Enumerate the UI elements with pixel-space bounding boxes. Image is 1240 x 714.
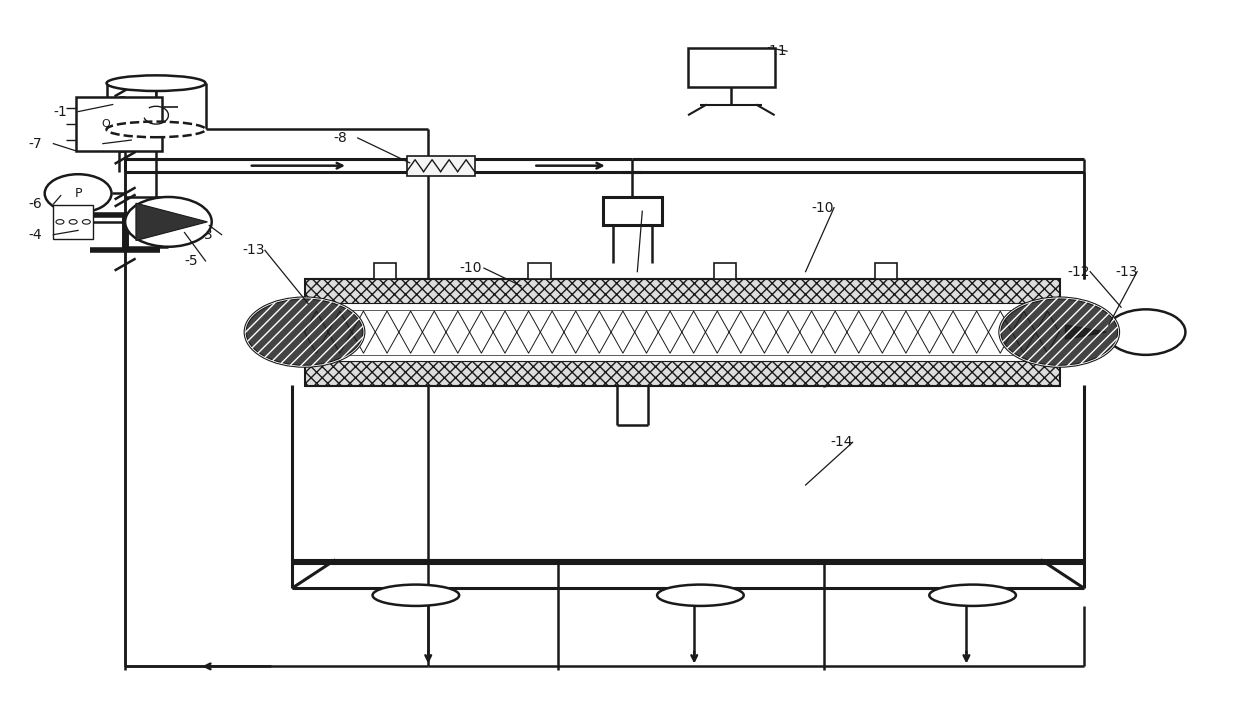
- Circle shape: [45, 174, 112, 213]
- Polygon shape: [1065, 325, 1106, 339]
- Bar: [305, 278, 1059, 386]
- Text: -1: -1: [53, 105, 67, 119]
- Ellipse shape: [929, 585, 1016, 606]
- Text: -7: -7: [29, 136, 42, 151]
- Ellipse shape: [107, 121, 206, 137]
- Text: -9: -9: [620, 204, 634, 218]
- Bar: [407, 156, 475, 176]
- Circle shape: [246, 298, 363, 366]
- Circle shape: [999, 298, 1118, 366]
- Bar: [528, 263, 551, 278]
- Circle shape: [56, 220, 64, 224]
- Text: P: P: [74, 187, 82, 200]
- Polygon shape: [136, 203, 207, 241]
- Text: Q: Q: [102, 119, 110, 129]
- Text: -13: -13: [243, 243, 265, 257]
- Bar: [305, 361, 1059, 386]
- Bar: [714, 263, 737, 278]
- Text: -13: -13: [1115, 265, 1137, 278]
- Circle shape: [82, 220, 91, 224]
- Text: -4: -4: [29, 228, 42, 241]
- Text: -11: -11: [765, 44, 787, 58]
- Text: -8: -8: [334, 131, 347, 145]
- Text: -14: -14: [831, 436, 853, 449]
- Circle shape: [1106, 309, 1185, 355]
- Ellipse shape: [107, 76, 206, 91]
- Ellipse shape: [372, 585, 459, 606]
- Text: -10: -10: [812, 201, 835, 215]
- Bar: [305, 278, 1059, 303]
- Bar: [305, 310, 1059, 355]
- Text: -3: -3: [200, 228, 213, 241]
- Text: -2: -2: [78, 136, 92, 151]
- Circle shape: [125, 197, 212, 247]
- Bar: [688, 48, 775, 86]
- Bar: [875, 263, 897, 278]
- Text: -12: -12: [1068, 265, 1090, 278]
- Circle shape: [69, 220, 77, 224]
- Bar: [373, 263, 396, 278]
- Bar: [603, 197, 662, 226]
- Bar: [76, 97, 162, 151]
- Bar: [53, 205, 93, 239]
- Text: -6: -6: [29, 197, 42, 211]
- Text: -5: -5: [185, 254, 198, 268]
- Ellipse shape: [657, 585, 744, 606]
- Text: -10: -10: [459, 261, 481, 275]
